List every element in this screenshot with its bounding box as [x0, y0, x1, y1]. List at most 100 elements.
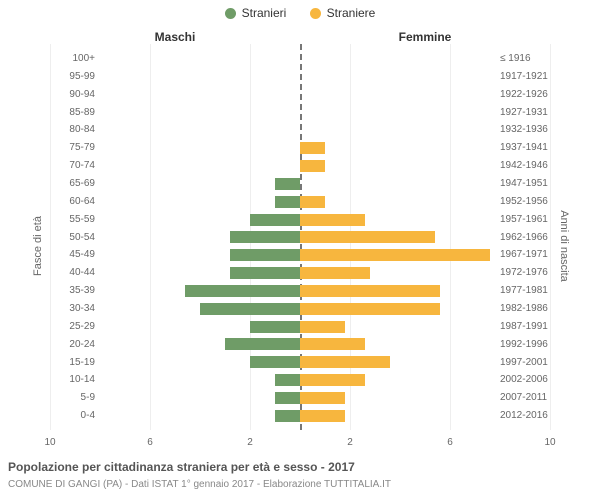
bar-female [300, 374, 365, 386]
y-tick-birth: 1922-1926 [500, 89, 560, 100]
bar-male [250, 321, 300, 333]
age-row [50, 88, 550, 102]
y-tick-birth: 2002-2006 [500, 374, 560, 385]
y-tick-birth: 1962-1966 [500, 232, 560, 243]
y-tick-birth: 2012-2016 [500, 410, 560, 421]
y-tick-birth: 1927-1931 [500, 107, 560, 118]
bar-female [300, 410, 345, 422]
x-tick-label: 6 [447, 437, 453, 448]
y-tick-age: 60-64 [50, 196, 95, 207]
legend: Stranieri Straniere [0, 6, 600, 22]
bar-female [300, 196, 325, 208]
age-row [50, 177, 550, 191]
y-tick-age: 85-89 [50, 107, 95, 118]
y-tick-age: 70-74 [50, 160, 95, 171]
y-tick-age: 35-39 [50, 285, 95, 296]
y-tick-birth: 1977-1981 [500, 285, 560, 296]
bar-female [300, 267, 370, 279]
age-row [50, 70, 550, 84]
bar-male [275, 374, 300, 386]
bar-female [300, 231, 435, 243]
bar-female [300, 392, 345, 404]
age-row [50, 123, 550, 137]
age-row [50, 284, 550, 298]
y-tick-age: 25-29 [50, 321, 95, 332]
bar-male [230, 231, 300, 243]
y-tick-age: 0-4 [50, 410, 95, 421]
age-row [50, 266, 550, 280]
y-tick-birth: 1957-1961 [500, 214, 560, 225]
bar-male [275, 196, 300, 208]
side-title-male: Maschi [155, 30, 196, 44]
age-row [50, 337, 550, 351]
age-row [50, 52, 550, 66]
legend-female: Straniere [310, 6, 376, 20]
legend-female-swatch [310, 8, 321, 19]
age-row [50, 195, 550, 209]
y-tick-birth: 1967-1971 [500, 249, 560, 260]
y-tick-birth: 1972-1976 [500, 267, 560, 278]
y-tick-age: 20-24 [50, 339, 95, 350]
y-tick-birth: 1987-1991 [500, 321, 560, 332]
x-tick-label: 2 [247, 437, 253, 448]
bar-male [230, 267, 300, 279]
y-tick-age: 50-54 [50, 232, 95, 243]
age-row [50, 302, 550, 316]
bars-container [50, 50, 550, 425]
bar-male [275, 392, 300, 404]
y-tick-birth: ≤ 1916 [500, 53, 560, 64]
y-axis-right-title: Anni di nascita [558, 210, 570, 282]
y-tick-age: 45-49 [50, 249, 95, 260]
bar-male [225, 338, 300, 350]
bar-female [300, 338, 365, 350]
bar-male [275, 178, 300, 190]
x-tick-label: 10 [44, 437, 55, 448]
bar-female [300, 285, 440, 297]
y-tick-age: 5-9 [50, 392, 95, 403]
y-tick-age: 10-14 [50, 374, 95, 385]
bar-female [300, 160, 325, 172]
bar-female [300, 142, 325, 154]
y-tick-birth: 1982-1986 [500, 303, 560, 314]
legend-male-swatch [225, 8, 236, 19]
age-row [50, 105, 550, 119]
legend-female-label: Straniere [327, 6, 376, 20]
age-row [50, 248, 550, 262]
x-tick-label: 10 [544, 437, 555, 448]
y-tick-birth: 1937-1941 [500, 142, 560, 153]
legend-male-label: Stranieri [242, 6, 287, 20]
y-tick-birth: 1932-1936 [500, 124, 560, 135]
side-title-female: Femmine [399, 30, 452, 44]
bar-female [300, 214, 365, 226]
y-tick-birth: 2007-2011 [500, 392, 560, 403]
y-tick-age: 15-19 [50, 357, 95, 368]
age-row [50, 230, 550, 244]
chart-subcaption: COMUNE DI GANGI (PA) - Dati ISTAT 1° gen… [8, 479, 391, 490]
x-tick-label: 6 [147, 437, 153, 448]
bar-male [250, 356, 300, 368]
x-tick-label: 2 [347, 437, 353, 448]
age-row [50, 159, 550, 173]
y-tick-birth: 1997-2001 [500, 357, 560, 368]
y-tick-birth: 1992-1996 [500, 339, 560, 350]
plot-area: Maschi Femmine 106226100-42012-20165-920… [50, 30, 550, 450]
y-tick-age: 40-44 [50, 267, 95, 278]
age-row [50, 320, 550, 334]
y-tick-birth: 1917-1921 [500, 71, 560, 82]
bar-female [300, 249, 490, 261]
age-row [50, 373, 550, 387]
chart-wrapper: Stranieri Straniere Fasce di età Anni di… [0, 0, 600, 500]
y-tick-age: 75-79 [50, 142, 95, 153]
y-tick-age: 30-34 [50, 303, 95, 314]
y-tick-age: 80-84 [50, 124, 95, 135]
bar-female [300, 321, 345, 333]
y-tick-age: 65-69 [50, 178, 95, 189]
chart-caption: Popolazione per cittadinanza straniera p… [8, 460, 355, 474]
bar-female [300, 356, 390, 368]
age-row [50, 355, 550, 369]
y-tick-age: 100+ [50, 53, 95, 64]
bar-male [230, 249, 300, 261]
bar-male [200, 303, 300, 315]
y-tick-age: 95-99 [50, 71, 95, 82]
age-row [50, 141, 550, 155]
